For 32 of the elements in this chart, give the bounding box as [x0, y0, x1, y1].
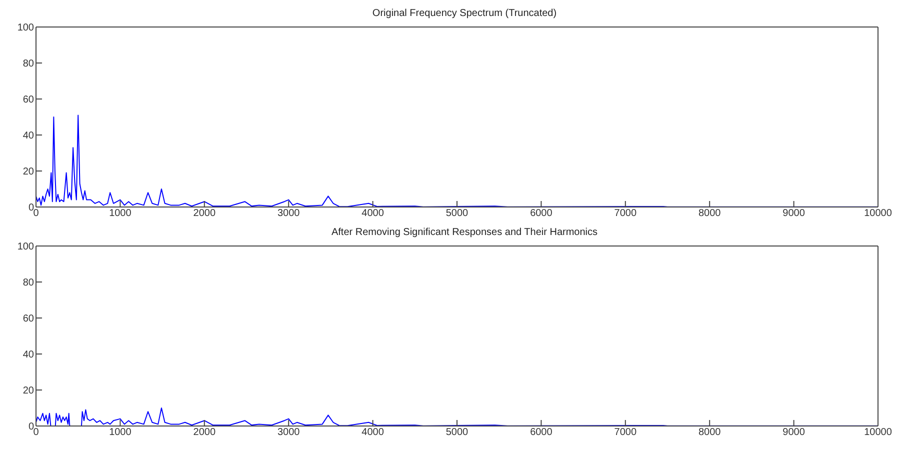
x-tick-label: 10000 — [864, 208, 892, 220]
y-tick-label: 80 — [22, 58, 34, 70]
chart-title: Original Frequency Spectrum (Truncated) — [371, 8, 558, 21]
x-tick-label: 9000 — [782, 208, 806, 220]
x-tick-label: 2000 — [193, 208, 216, 220]
y-tick-label: 80 — [22, 278, 34, 289]
y-tick-label: 100 — [17, 22, 34, 34]
y-tick-label: 60 — [22, 314, 34, 325]
chart-title: After Removing Significant Responses and Their Harmonics — [330, 227, 599, 240]
x-tick-label: 5000 — [446, 208, 469, 220]
x-tick-label: 1000 — [109, 427, 132, 438]
y-tick-label: 100 — [17, 242, 34, 253]
y-tick-label: 20 — [22, 386, 34, 397]
x-tick-label: 7000 — [614, 427, 637, 438]
y-tick-label: 60 — [22, 94, 34, 106]
x-tick-label: 6000 — [530, 427, 553, 438]
x-tick-label: 10000 — [864, 427, 892, 438]
x-tick-label: 5000 — [446, 427, 469, 438]
x-tick-label: 3000 — [277, 427, 300, 438]
y-tick-label: 40 — [22, 350, 34, 361]
x-tick-label: 7000 — [614, 208, 637, 220]
x-tick-label: 9000 — [782, 427, 806, 438]
x-tick-label: 3000 — [277, 208, 300, 220]
x-tick-label: 8000 — [698, 427, 722, 438]
y-tick-label: 40 — [22, 130, 34, 142]
x-tick-label: 4000 — [362, 427, 384, 438]
x-tick-label: 4000 — [362, 208, 384, 220]
x-tick-label: 6000 — [530, 208, 553, 220]
x-tick-label: 1000 — [109, 208, 132, 220]
x-tick-label: 2000 — [193, 427, 216, 438]
y-tick-label: 20 — [22, 166, 34, 178]
x-tick-label: 8000 — [698, 208, 722, 220]
